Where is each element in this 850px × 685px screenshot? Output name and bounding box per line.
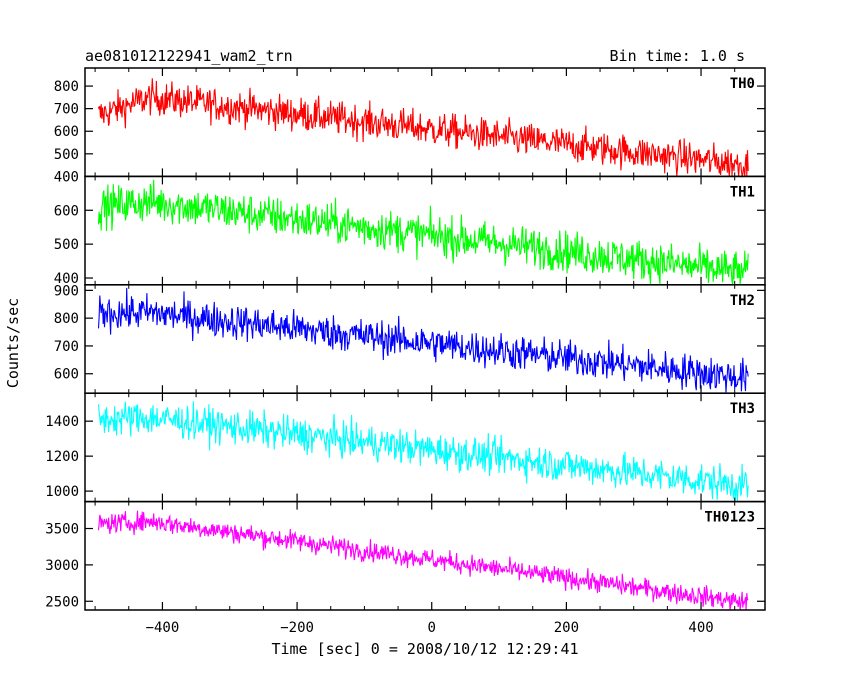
y-tick-label: 900 [54, 283, 79, 299]
series-line-th0 [97, 78, 749, 178]
series-line-th1 [97, 179, 749, 285]
y-tick-label: 800 [54, 79, 79, 95]
panel-label-th0: TH0 [730, 76, 755, 92]
panel-label-th3: TH3 [730, 401, 755, 417]
y-tick-label: 1200 [45, 449, 79, 465]
x-tick-label: 200 [554, 620, 579, 636]
panel-label-th1: TH1 [730, 184, 755, 200]
y-tick-label: 800 [54, 311, 79, 327]
y-tick-label: 600 [54, 124, 79, 140]
y-tick-label: 400 [54, 271, 79, 287]
y-tick-label: 700 [54, 102, 79, 118]
series-line-th2 [97, 287, 749, 393]
x-tick-label: −400 [146, 620, 180, 636]
y-axis-label: Counts/sec [4, 298, 22, 388]
y-tick-label: 3500 [45, 522, 79, 538]
y-tick-label: 700 [54, 339, 79, 355]
panel-label-th2: TH2 [730, 293, 755, 309]
y-tick-label: 500 [54, 147, 79, 163]
series-line-th0123 [97, 510, 749, 610]
y-tick-label: 1000 [45, 484, 79, 500]
y-tick-label: 1400 [45, 414, 79, 430]
bin-time-label: Bin time: 1.0 s [610, 47, 745, 65]
y-tick-label: 500 [54, 237, 79, 253]
panels-group: 400 500 600 700 800 TH0 400 500 600 TH1 600 700 800 9… [45, 67, 766, 636]
x-tick-label: −200 [280, 620, 314, 636]
y-tick-label: 400 [54, 169, 79, 185]
y-tick-label: 3000 [45, 558, 79, 574]
panel-frame-th0123 [84, 500, 766, 611]
y-tick-label: 2500 [45, 594, 79, 610]
x-tick-label: 0 [428, 620, 436, 636]
x-axis-label: Time [sec] 0 = 2008/10/12 12:29:41 [271, 640, 578, 658]
y-tick-label: 600 [54, 367, 79, 383]
x-tick-label: 400 [688, 620, 713, 636]
panel-label-th0123: TH0123 [704, 510, 755, 526]
series-line-th3 [97, 401, 749, 502]
chart-title: ae081012122941_wam2_trn [85, 47, 293, 65]
y-tick-label: 600 [54, 203, 79, 219]
